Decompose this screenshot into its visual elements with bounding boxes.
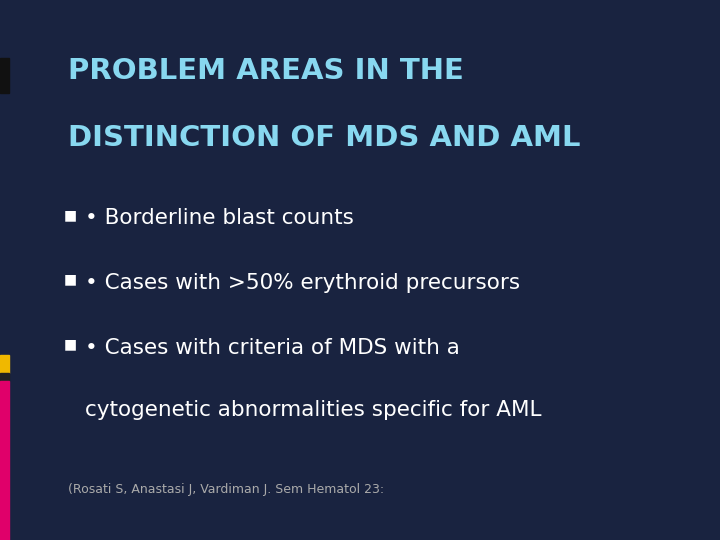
Text: • Cases with >50% erythroid precursors: • Cases with >50% erythroid precursors — [85, 273, 520, 293]
Text: • Borderline blast counts: • Borderline blast counts — [85, 208, 354, 228]
Text: DISTINCTION OF MDS AND AML: DISTINCTION OF MDS AND AML — [68, 124, 581, 152]
Text: ■: ■ — [63, 338, 76, 352]
Bar — [0, 381, 9, 540]
Bar — [0, 373, 9, 381]
Text: PROBLEM AREAS IN THE: PROBLEM AREAS IN THE — [68, 57, 464, 85]
Text: ■: ■ — [63, 273, 76, 287]
Text: (Rosati S, Anastasi J, Vardiman J. Sem Hematol 23:: (Rosati S, Anastasi J, Vardiman J. Sem H… — [68, 483, 384, 496]
Bar — [0, 58, 9, 93]
Text: • Cases with criteria of MDS with a: • Cases with criteria of MDS with a — [85, 338, 460, 357]
Bar — [0, 355, 9, 373]
Text: cytogenetic abnormalities specific for AML: cytogenetic abnormalities specific for A… — [85, 400, 541, 420]
Text: ■: ■ — [63, 208, 76, 222]
